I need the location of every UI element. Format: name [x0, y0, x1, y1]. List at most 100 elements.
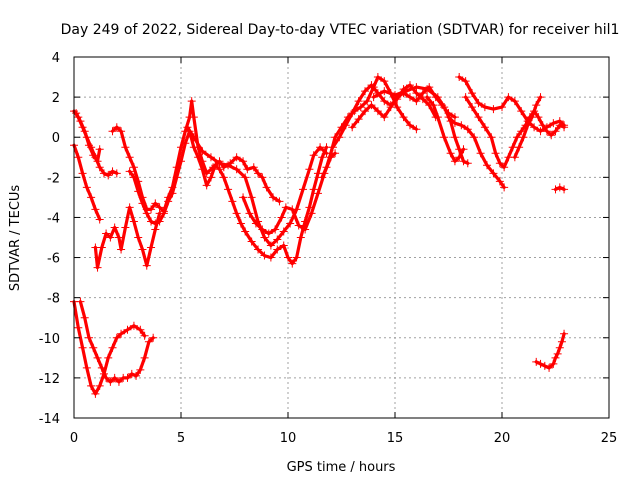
data-point	[455, 153, 464, 162]
y-tick-label: -14	[39, 412, 60, 427]
data-point	[89, 151, 98, 160]
data-point	[551, 127, 560, 136]
data-point	[555, 121, 564, 130]
plot-frame	[73, 56, 610, 419]
series-line	[446, 115, 506, 189]
data-point	[369, 93, 378, 102]
x-tick-label: 0	[70, 431, 78, 446]
data-point	[380, 97, 389, 106]
data-point	[361, 87, 370, 96]
series-track-n	[455, 73, 569, 136]
data-point	[412, 125, 421, 134]
data-point	[249, 163, 258, 172]
data-point	[95, 163, 104, 172]
data-point	[288, 259, 297, 268]
data-point	[108, 127, 117, 136]
data-point	[515, 143, 524, 152]
data-point	[198, 165, 207, 174]
data-point	[215, 159, 224, 168]
data-point	[307, 209, 316, 218]
data-point	[254, 245, 263, 254]
data-point	[273, 235, 282, 244]
data-point	[313, 189, 322, 198]
data-point	[557, 337, 566, 346]
x-tick-label: 25	[601, 431, 618, 446]
data-point	[127, 369, 136, 378]
data-point	[553, 349, 562, 358]
data-point	[260, 233, 269, 242]
data-point	[540, 361, 549, 370]
data-point	[517, 107, 526, 116]
data-point	[129, 217, 138, 226]
data-point	[76, 297, 85, 306]
data-point	[181, 139, 190, 148]
data-point	[211, 161, 220, 170]
data-point	[112, 169, 121, 178]
data-point	[510, 97, 519, 106]
data-point	[354, 115, 363, 124]
y-tick-label: -2	[47, 171, 60, 186]
data-point	[224, 161, 233, 170]
data-point	[549, 119, 558, 128]
series-track-c	[72, 109, 104, 166]
data-point	[129, 163, 138, 172]
series-line	[425, 95, 466, 163]
data-point	[444, 113, 453, 122]
data-point	[93, 353, 102, 362]
data-point	[273, 245, 282, 254]
data-point	[457, 121, 466, 130]
data-point	[433, 93, 442, 102]
data-point	[247, 237, 256, 246]
axis-ticks	[73, 56, 610, 419]
data-point	[123, 373, 132, 382]
data-point	[450, 119, 459, 128]
data-point	[147, 243, 156, 252]
data-point	[102, 229, 111, 238]
data-point	[551, 185, 560, 194]
data-point	[328, 143, 337, 152]
data-point	[549, 359, 558, 368]
data-point	[123, 325, 132, 334]
data-point	[132, 371, 141, 380]
chart-title: Day 249 of 2022, Sidereal Day-to-day VTE…	[61, 22, 620, 38]
data-point	[433, 113, 442, 122]
data-point	[455, 73, 464, 82]
data-point	[245, 209, 254, 218]
x-tick-label: 20	[494, 431, 511, 446]
data-point	[202, 181, 211, 190]
data-point	[251, 219, 260, 228]
data-point	[144, 337, 153, 346]
data-point	[555, 343, 564, 352]
data-point	[354, 97, 363, 106]
data-point	[363, 97, 372, 106]
data-point	[418, 89, 427, 98]
series-track-f	[125, 127, 331, 268]
data-point	[412, 97, 421, 106]
data-point	[106, 377, 115, 386]
data-series	[70, 73, 569, 398]
data-point	[243, 165, 252, 174]
data-point	[183, 123, 192, 132]
data-point	[380, 87, 389, 96]
data-point	[401, 87, 410, 96]
data-point	[296, 233, 305, 242]
data-point	[463, 159, 472, 168]
data-point	[440, 133, 449, 142]
data-point	[189, 143, 198, 152]
data-point	[284, 253, 292, 262]
data-point	[391, 91, 399, 100]
data-point	[142, 209, 151, 218]
data-point	[258, 173, 267, 182]
data-point	[450, 133, 459, 142]
data-point	[489, 169, 498, 178]
data-point	[125, 153, 134, 162]
series-track-g	[183, 123, 331, 250]
y-tick-labels: -14 -12 -10 -8 -6 -4 -2 0 2 4	[39, 51, 60, 427]
data-point	[480, 123, 489, 132]
data-point	[532, 357, 541, 366]
data-point	[412, 83, 421, 92]
data-point	[356, 103, 365, 112]
data-point	[87, 193, 96, 202]
data-point	[151, 219, 160, 228]
data-point	[538, 121, 547, 130]
